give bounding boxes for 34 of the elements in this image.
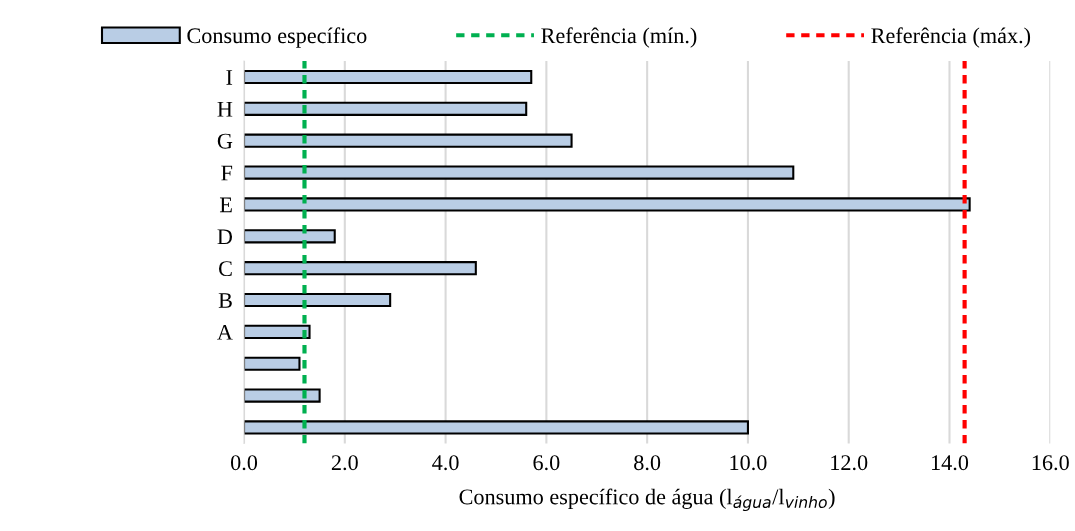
bar bbox=[244, 261, 477, 276]
y-tick-label: C bbox=[219, 261, 232, 277]
x-tick-label: 16.0 bbox=[1032, 455, 1069, 471]
x-tick-label: 14.0 bbox=[932, 455, 969, 471]
x-tick-label: 4.0 bbox=[432, 455, 459, 471]
bar bbox=[244, 165, 795, 180]
bar bbox=[244, 101, 528, 116]
x-tick-label: 6.0 bbox=[533, 455, 560, 471]
ref-line-label: Referência (máx.) bbox=[871, 27, 1031, 48]
bar bbox=[244, 69, 533, 85]
y-tick-label: H bbox=[217, 102, 233, 117]
bar bbox=[244, 420, 749, 435]
bar bbox=[244, 229, 336, 244]
x-tick-label: 2.0 bbox=[331, 455, 358, 471]
legend-label: Referência (mín.) bbox=[541, 27, 697, 48]
x-axis-title: Consumo específico de água (l$_{água}$/l$_{vinho}$) bbox=[459, 488, 835, 512]
x-tick-label: 10.0 bbox=[730, 455, 767, 471]
bar bbox=[244, 197, 971, 212]
x-tick-label: 12.0 bbox=[831, 455, 868, 471]
y-tick-label: E bbox=[219, 197, 232, 213]
y-tick-label: G bbox=[217, 133, 233, 149]
y-tick-label: I bbox=[226, 70, 233, 85]
bar bbox=[244, 356, 301, 371]
bar bbox=[244, 388, 321, 403]
x-tick-label: 8.0 bbox=[634, 455, 661, 471]
bar bbox=[244, 133, 573, 148]
y-tick-label: D bbox=[217, 229, 233, 245]
bar bbox=[244, 292, 392, 308]
bar bbox=[244, 324, 311, 339]
y-tick-label: F bbox=[221, 165, 233, 181]
y-tick-label: A bbox=[217, 324, 233, 340]
y-tick-label: B bbox=[218, 293, 232, 308]
x-tick-label: 0.0 bbox=[230, 455, 258, 471]
legend-label: Consumo específico bbox=[187, 27, 367, 48]
